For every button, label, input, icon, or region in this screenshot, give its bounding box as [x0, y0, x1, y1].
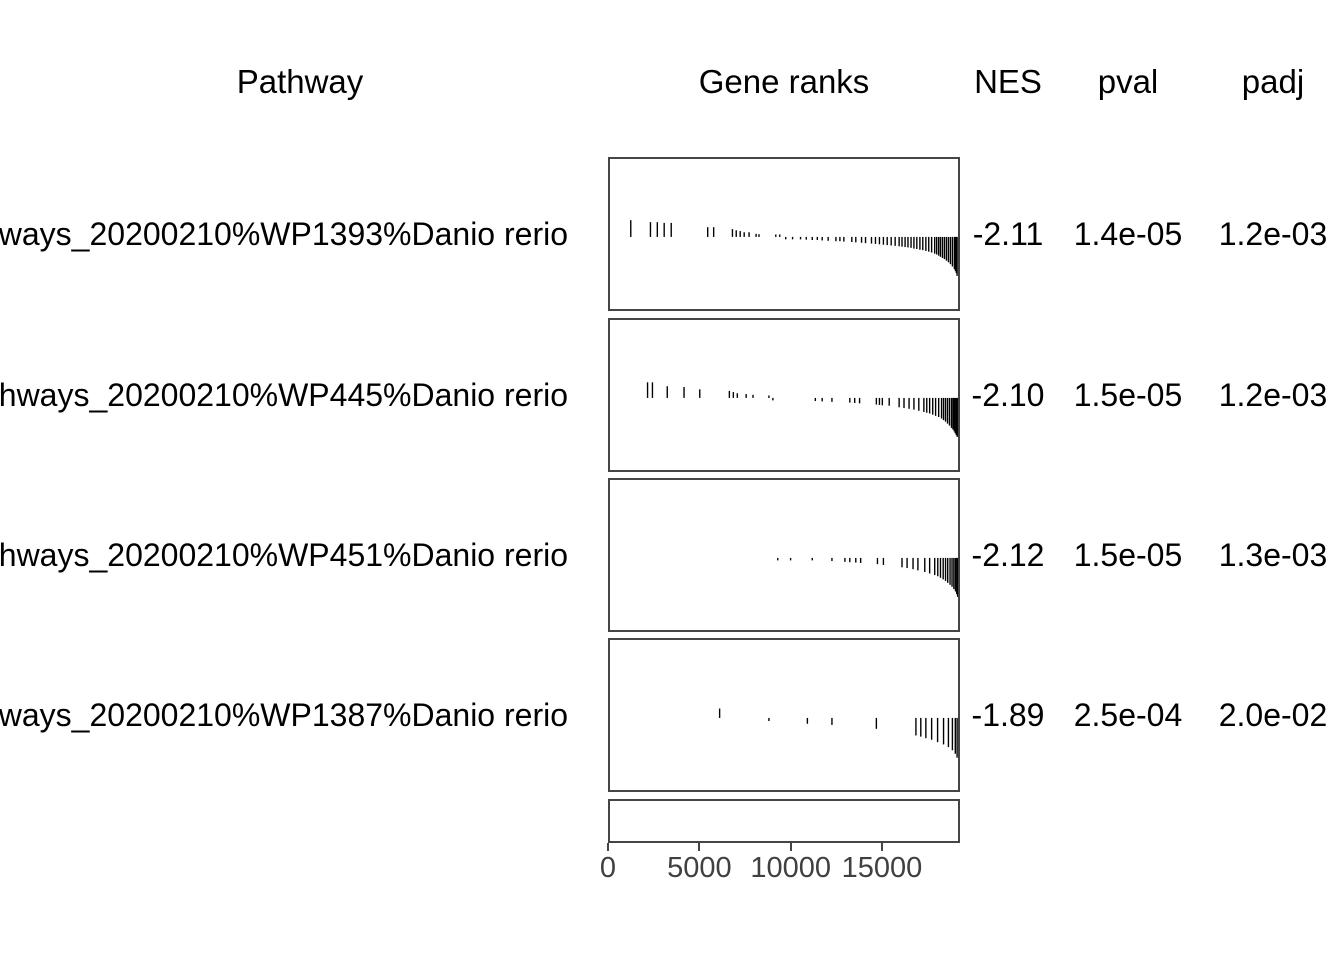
padj-value: 1.2e-03 [1218, 376, 1328, 413]
x-axis-tick-mark [698, 843, 701, 851]
x-axis-tick-mark [789, 843, 792, 851]
gene-ranks-plot [777, 557, 958, 597]
column-header-pathway: Pathway [236, 63, 364, 100]
column-header-nes: NES [974, 63, 1042, 100]
column-header-pval: pval [1097, 63, 1159, 100]
x-axis-tick-mark [881, 843, 883, 851]
pval-value: 1.5e-05 [1073, 376, 1183, 413]
pathway-label: ways_20200210%WP1393%Danio rerio [0, 215, 568, 252]
gene-ranks-panel [608, 638, 960, 792]
axis-panel [608, 799, 960, 843]
x-axis-tick-label: 10000 [750, 852, 831, 884]
padj-value: 2.0e-02 [1218, 696, 1328, 733]
gene-ranks-panel [608, 157, 960, 311]
gene-ranks-plot [630, 220, 958, 276]
table-row: hways_20200210%WP451%Danio rerio -2.12 1… [0, 478, 1344, 632]
pval-value: 1.4e-05 [1073, 215, 1183, 252]
x-axis-tick-label: 15000 [841, 852, 923, 884]
table-row: ways_20200210%WP1393%Danio rerio -2.11 1… [0, 157, 1344, 311]
gene-ranks-panel [608, 478, 960, 632]
gene-ranks-plot [646, 382, 958, 437]
table-row: ways_20200210%WP1387%Danio rerio -1.89 2… [0, 638, 1344, 792]
gene-ranks-panel [608, 318, 960, 472]
x-axis-tick-mark [607, 843, 609, 851]
column-header-gene-ranks: Gene ranks [698, 63, 870, 100]
column-header-padj: padj [1241, 63, 1305, 100]
nes-value: -2.10 [971, 376, 1045, 413]
x-axis-tick-label: 0 [599, 852, 617, 884]
x-axis: 0 5000 10000 15000 [600, 843, 960, 891]
x-axis-tick-label: 5000 [667, 852, 732, 884]
padj-value: 1.2e-03 [1218, 215, 1328, 252]
pathway-label: ways_20200210%WP1387%Danio rerio [0, 696, 568, 733]
pval-value: 1.5e-05 [1073, 536, 1183, 573]
pathway-label: hways_20200210%WP445%Danio rerio [0, 376, 568, 413]
pathway-label: hways_20200210%WP451%Danio rerio [0, 536, 568, 573]
nes-value: -2.11 [972, 215, 1044, 252]
table-row: hways_20200210%WP445%Danio rerio -2.10 1… [0, 318, 1344, 472]
nes-value: -2.12 [971, 536, 1045, 573]
nes-value: -1.89 [971, 696, 1045, 733]
pval-value: 2.5e-04 [1073, 696, 1183, 733]
padj-value: 1.3e-03 [1218, 536, 1328, 573]
gene-ranks-plot [718, 708, 958, 758]
